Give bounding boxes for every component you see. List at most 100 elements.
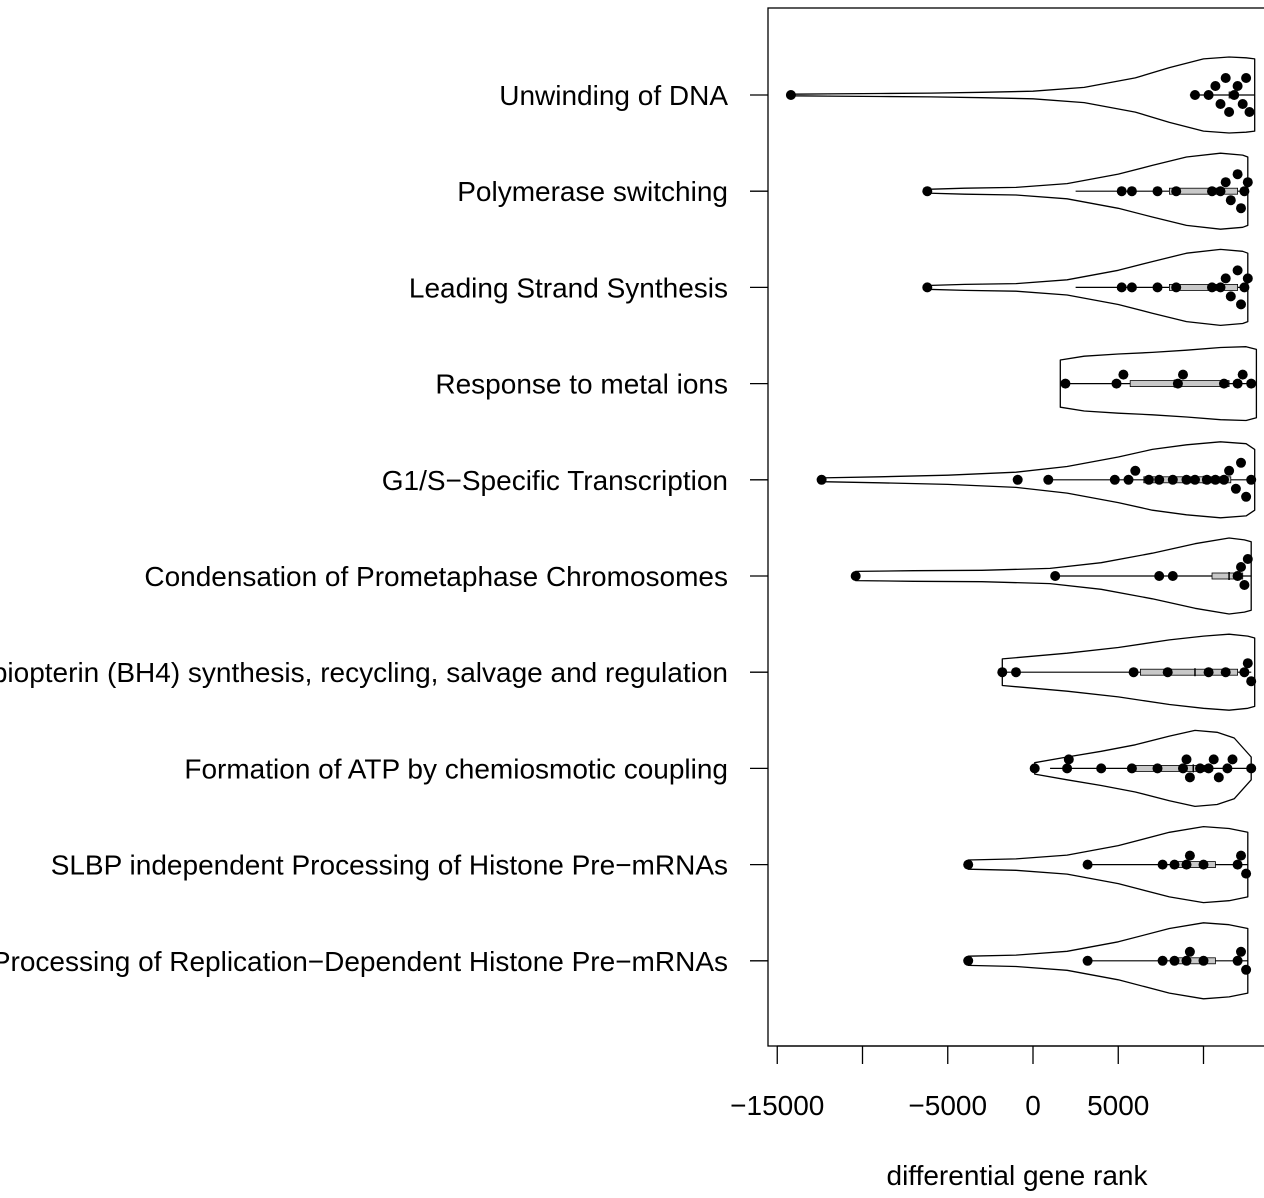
data-point (1096, 763, 1107, 774)
y-tick-label: Condensation of Prometaphase Chromosomes (144, 561, 728, 592)
data-point (1246, 763, 1257, 774)
data-point (1236, 203, 1246, 214)
data-point (1242, 177, 1253, 188)
data-point (1237, 369, 1248, 380)
data-point (1082, 955, 1093, 966)
data-point (1220, 73, 1231, 83)
data-point (1118, 369, 1129, 380)
data-point (1242, 658, 1253, 669)
data-point (1181, 754, 1192, 765)
data-point (1246, 378, 1257, 389)
data-point (1232, 265, 1243, 276)
x-tick-label: −15000 (730, 1090, 824, 1121)
data-point (1224, 465, 1235, 476)
data-point (1169, 955, 1180, 966)
y-tick-label: Leading Strand Synthesis (409, 272, 728, 303)
data-point (1126, 763, 1137, 774)
violin-shape (967, 825, 1249, 904)
data-point (1082, 859, 1093, 870)
data-point (1215, 99, 1226, 109)
data-point (1232, 571, 1243, 581)
x-axis: −15000 −5000 0 5000 (730, 1045, 1205, 1121)
box-iqr (1169, 187, 1239, 195)
data-point (1063, 754, 1074, 765)
data-point (1208, 754, 1219, 765)
data-point (1232, 378, 1243, 389)
data-point (1210, 81, 1221, 91)
data-point (1236, 562, 1246, 572)
data-point (1143, 474, 1154, 485)
data-point (1116, 186, 1127, 197)
data-point (1241, 73, 1252, 83)
data-point (1152, 282, 1163, 293)
data-point (963, 955, 974, 966)
data-point (1162, 667, 1173, 678)
data-point (1126, 282, 1137, 293)
data-point (1230, 483, 1241, 494)
data-point (1171, 282, 1182, 293)
data-point (1157, 859, 1168, 870)
data-point (1219, 378, 1229, 389)
data-point (1198, 955, 1209, 966)
violin-shape (790, 56, 1256, 134)
data-point (1111, 378, 1122, 389)
data-point (1222, 763, 1233, 774)
y-axis: Unwinding of DNA Polymerase switching Lead… (0, 80, 768, 977)
y-tick-label: Tetrahydrobiopterin (BH4) synthesis, rec… (0, 657, 728, 688)
data-point (1203, 90, 1214, 100)
data-point (1220, 177, 1231, 188)
x-axis-label: differential gene rank (887, 1160, 1149, 1191)
data-point (1190, 90, 1200, 100)
data-point (785, 90, 796, 100)
data-point (1109, 474, 1120, 485)
data-point (1213, 772, 1224, 783)
data-point (1232, 169, 1243, 180)
violin-shape (926, 248, 1249, 327)
box-iqr (1211, 572, 1244, 580)
data-point (1157, 955, 1168, 966)
data-point (1207, 186, 1217, 197)
data-point (1239, 667, 1250, 678)
violin-shape (967, 922, 1249, 1000)
data-point (1232, 955, 1243, 966)
data-point (850, 571, 861, 581)
plot-frame (767, 7, 1264, 1047)
data-point (1011, 667, 1021, 678)
data-point (1241, 868, 1252, 879)
y-tick-label: G1/S−Specific Transcription (382, 465, 728, 496)
data-point (1128, 667, 1139, 678)
violin-shape (1059, 346, 1258, 422)
y-tick-label: Polymerase switching (457, 176, 728, 207)
data-point (1178, 369, 1188, 380)
data-point (1190, 474, 1200, 485)
data-point (1242, 554, 1253, 564)
data-point (1225, 291, 1236, 302)
data-point (1181, 955, 1192, 966)
data-point (1201, 474, 1212, 485)
data-point (1203, 667, 1214, 678)
data-point (997, 667, 1008, 678)
data-point (1229, 90, 1240, 100)
y-tick-label: SLBP independent Processing of Histone P… (51, 850, 728, 881)
data-point (1184, 772, 1195, 783)
y-tick-label: Unwinding of DNA (499, 80, 728, 111)
data-point (1195, 763, 1206, 774)
data-point (1241, 491, 1252, 502)
data-point (1225, 195, 1236, 206)
box-iqr (1140, 668, 1239, 676)
data-point (963, 859, 974, 870)
data-point (1154, 474, 1165, 485)
points-layer (785, 73, 1257, 975)
y-tick-label: Processing of Replication−Dependent Hist… (0, 946, 728, 977)
data-point (1239, 580, 1250, 590)
data-point (1167, 474, 1178, 485)
data-point (1130, 465, 1141, 476)
data-point (1152, 186, 1163, 197)
violin-shape (820, 441, 1256, 519)
data-point (1215, 282, 1226, 293)
data-point (1220, 273, 1231, 284)
data-point (1246, 474, 1257, 485)
violin-shape (1001, 633, 1256, 711)
data-point (1116, 282, 1127, 293)
